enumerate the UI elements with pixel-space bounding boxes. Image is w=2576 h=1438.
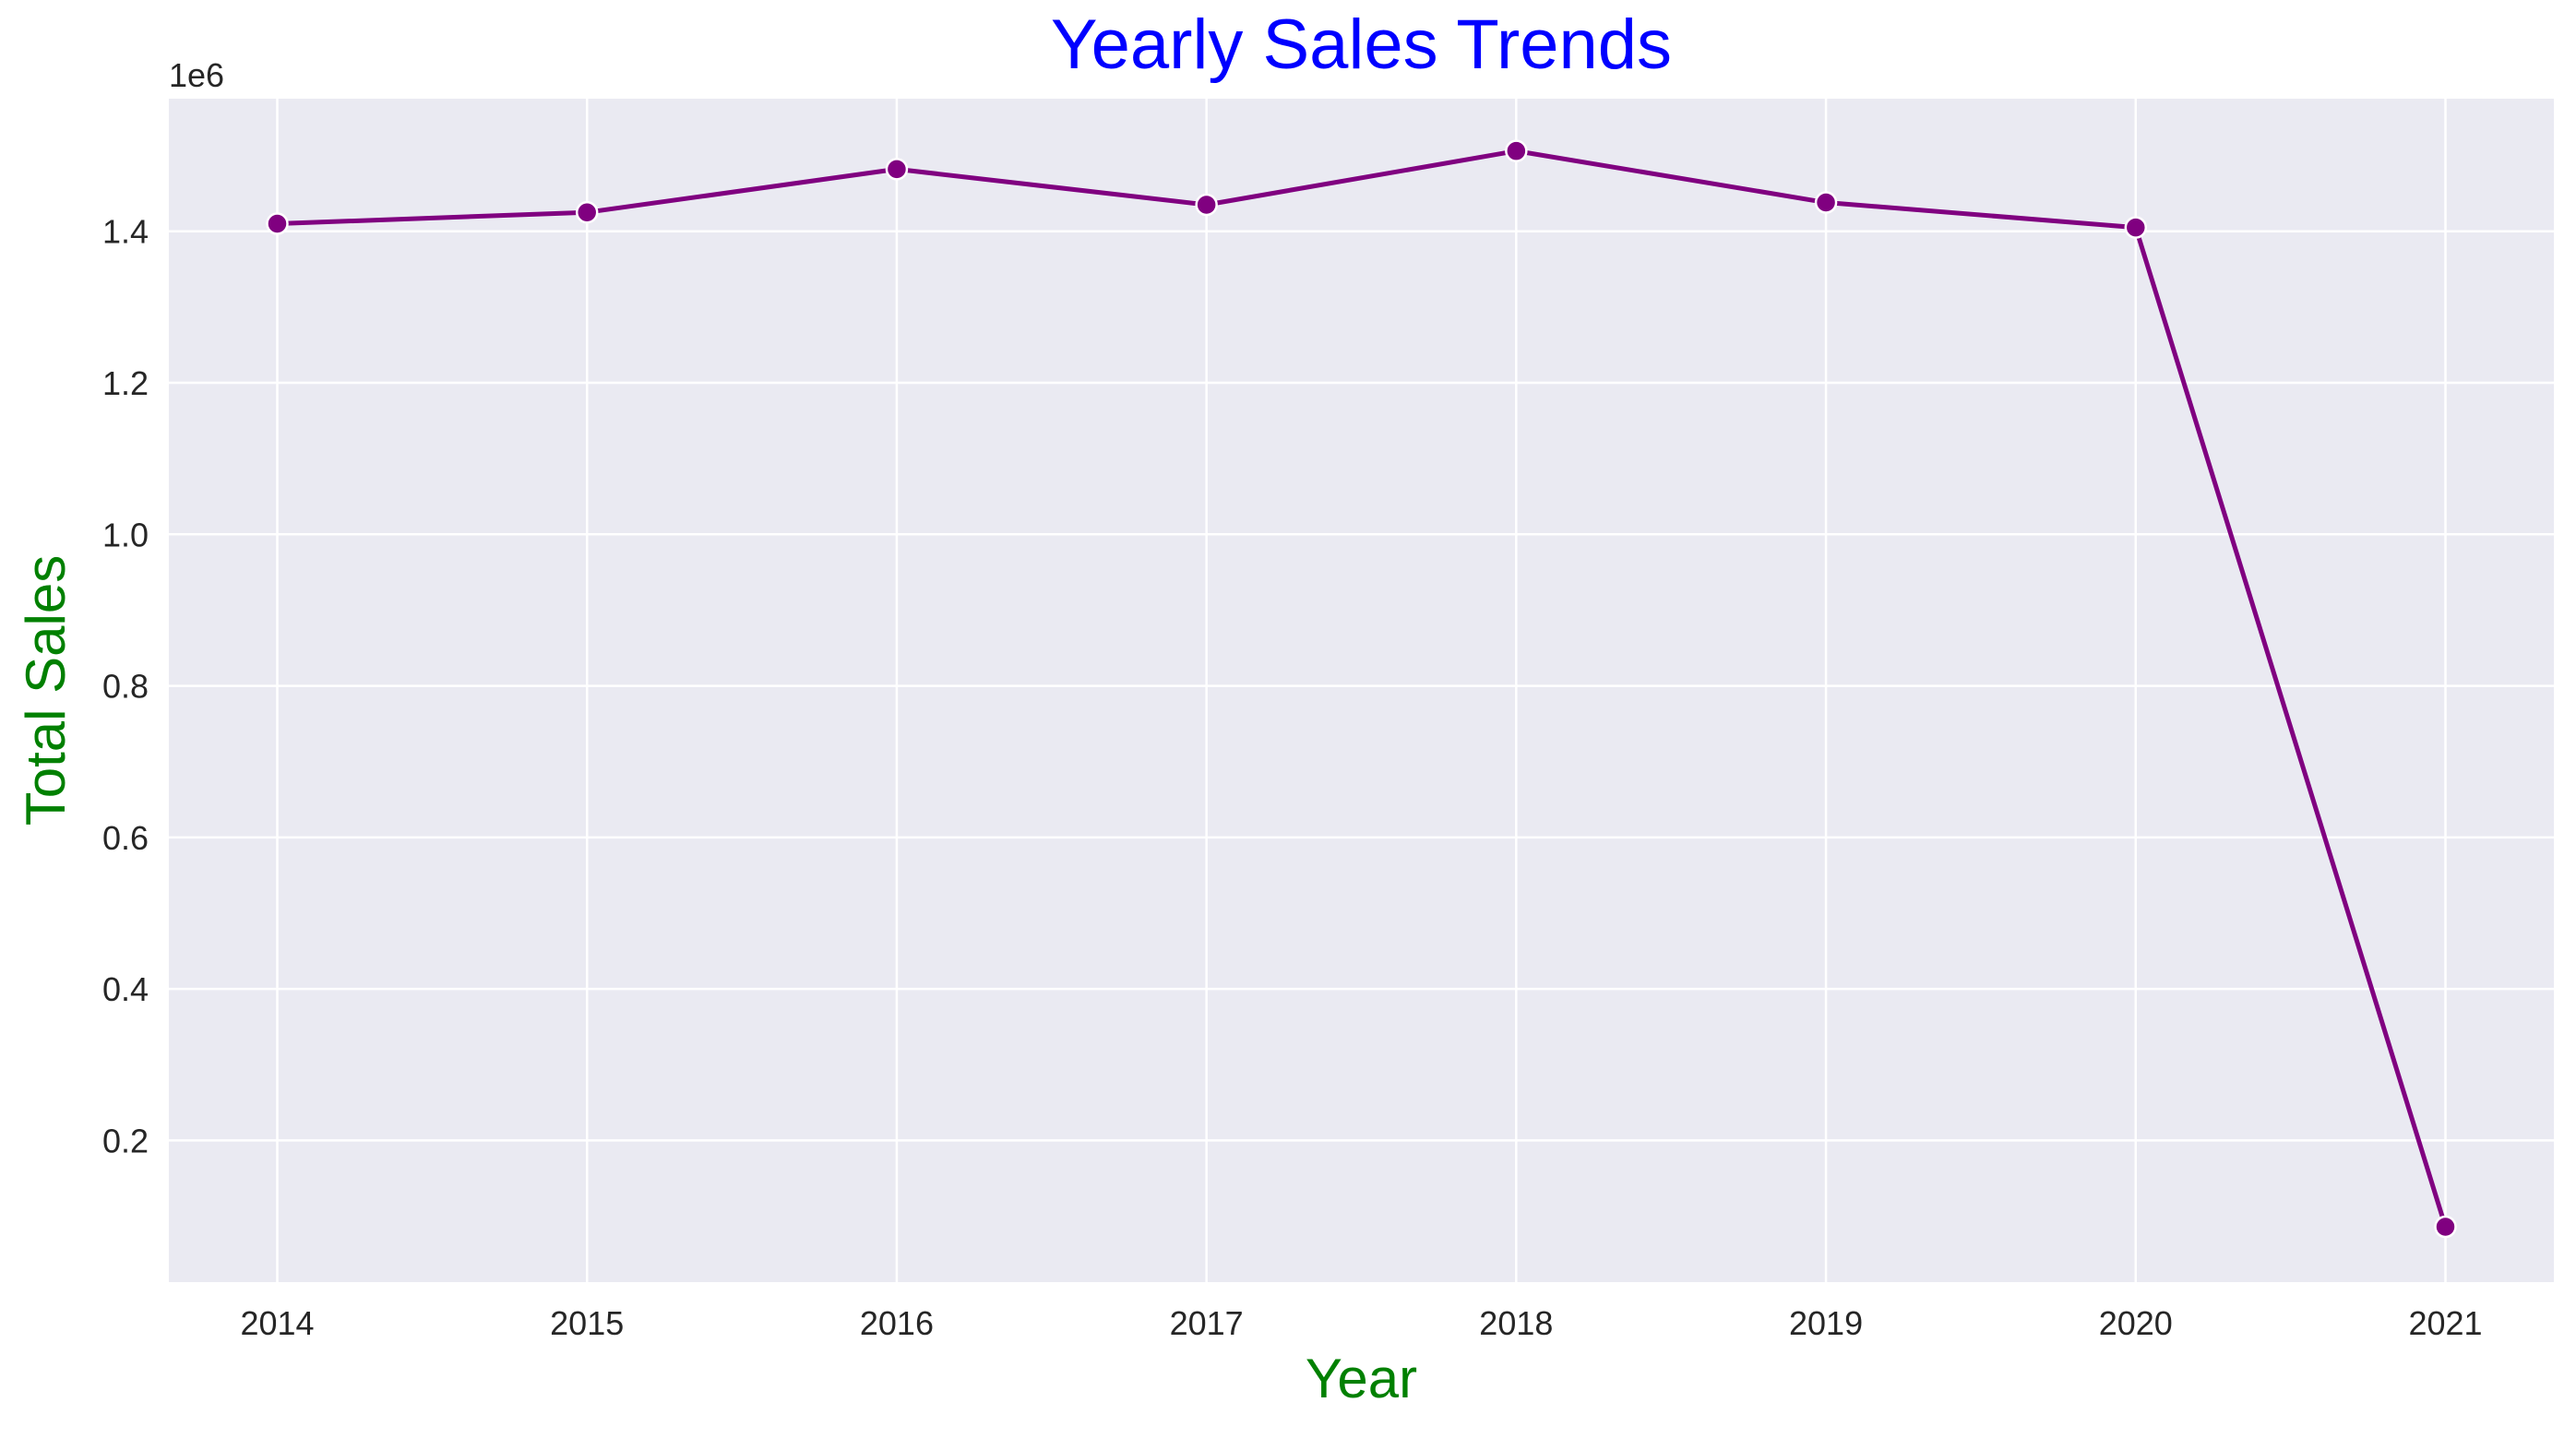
data-point-2016 xyxy=(885,158,909,181)
x-tick-label: 2020 xyxy=(2099,1304,2173,1342)
x-tick-label: 2014 xyxy=(240,1304,314,1342)
y-tick-label: 0.8 xyxy=(102,668,149,706)
data-point-2017 xyxy=(1195,193,1218,217)
data-point-2018 xyxy=(1505,139,1528,162)
y-axis-offset-label: 1e6 xyxy=(169,56,224,94)
x-tick-label: 2018 xyxy=(1479,1304,1553,1342)
chart-title: Yearly Sales Trends xyxy=(1051,6,1672,84)
y-tick-label: 0.6 xyxy=(102,819,149,857)
x-tick-label: 2019 xyxy=(1789,1304,1863,1342)
y-tick-label: 0.2 xyxy=(102,1122,149,1159)
data-point-2014 xyxy=(266,212,289,235)
y-tick-label: 1.0 xyxy=(102,516,149,553)
data-point-2015 xyxy=(575,200,599,224)
data-point-2021 xyxy=(2434,1215,2457,1239)
y-tick-label: 0.4 xyxy=(102,970,149,1008)
x-tick-label: 2017 xyxy=(1170,1304,1244,1342)
series-line xyxy=(275,149,2448,1230)
x-tick-label: 2016 xyxy=(860,1304,934,1342)
data-point-2020 xyxy=(2124,216,2148,239)
y-tick-label: 1.4 xyxy=(102,213,149,251)
x-tick-label: 2021 xyxy=(2408,1304,2482,1342)
tick-labels: 2014 2015 2016 2017 2018 2019 2020 2021 0.2 0.4 0.… xyxy=(102,213,2483,1342)
x-axis-label: Year xyxy=(1306,1348,1417,1409)
y-axis-label: Total Sales xyxy=(15,555,77,826)
grid-lines xyxy=(169,99,2554,1282)
plot-area xyxy=(169,99,2554,1282)
data-point-2019 xyxy=(1814,191,1838,214)
x-tick-label: 2015 xyxy=(550,1304,624,1342)
series-layer xyxy=(266,139,2457,1239)
y-tick-label: 1.2 xyxy=(102,364,149,402)
